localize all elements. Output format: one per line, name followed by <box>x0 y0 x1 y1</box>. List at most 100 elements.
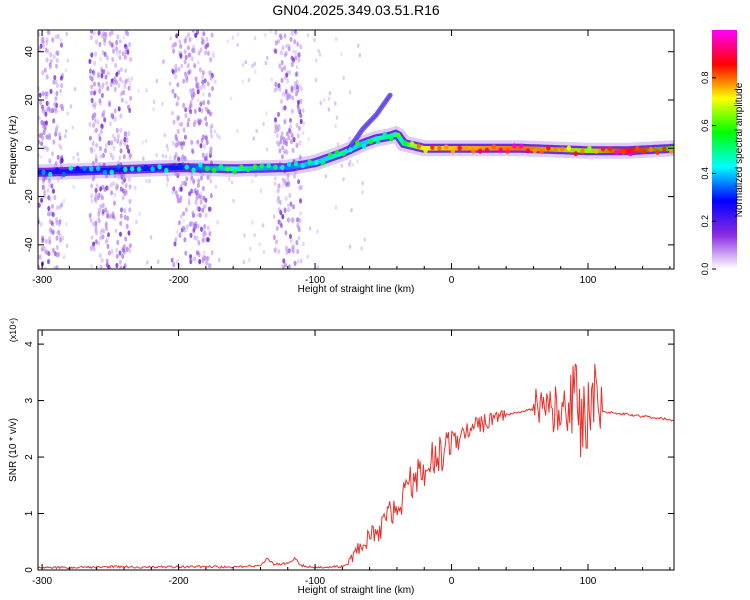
ridge-blob <box>280 164 285 170</box>
noise-speckle <box>290 217 294 223</box>
noise-speckle <box>55 124 59 130</box>
noise-speckle <box>176 128 180 134</box>
noise-speckle <box>94 88 97 93</box>
noise-speckle <box>101 202 105 209</box>
noise-speckle <box>204 212 208 218</box>
noise-speckle <box>275 225 279 231</box>
noise-speckle <box>176 198 180 204</box>
noise-speckle <box>115 39 119 46</box>
noise-speckle <box>51 37 55 43</box>
noise-speckle <box>177 156 181 162</box>
noise-speckle <box>105 258 109 264</box>
colorbar-ticks: 0.0 0.2 0.4 0.6 0.8 <box>700 72 716 275</box>
noise-speckle <box>173 241 177 247</box>
noise-speckle <box>306 254 310 259</box>
noise-speckle <box>93 104 97 110</box>
noise-speckle <box>58 219 62 225</box>
noise-speckle <box>107 140 111 146</box>
noise-speckle <box>55 63 58 69</box>
noise-speckle <box>272 214 276 219</box>
noise-speckle <box>206 99 210 105</box>
noise-speckle <box>276 133 279 139</box>
noise-speckle <box>287 127 291 133</box>
noise-speckle <box>202 250 206 255</box>
noise-speckle <box>128 198 132 204</box>
noise-speckle <box>43 185 46 191</box>
noise-speckle <box>278 86 282 92</box>
noise-speckle <box>54 128 58 133</box>
ridge-blob <box>198 162 203 168</box>
noise-speckle <box>127 230 131 236</box>
noise-speckle <box>179 43 183 49</box>
noise-speckle <box>88 68 92 74</box>
noise-speckle <box>161 60 165 65</box>
noise-speckle <box>48 108 52 114</box>
noise-speckle <box>108 100 111 106</box>
noise-speckle <box>207 206 211 212</box>
noise-speckle <box>45 37 49 43</box>
noise-speckle <box>42 120 46 126</box>
noise-speckle <box>41 105 45 111</box>
noise-speckle <box>202 232 206 238</box>
noise-speckle <box>334 205 338 210</box>
noise-speckle <box>203 85 206 90</box>
noise-speckle <box>97 81 101 87</box>
noise-speckle <box>94 221 98 227</box>
noise-speckle <box>278 33 282 39</box>
noise-speckle <box>190 147 194 154</box>
ridge-blob <box>246 167 251 173</box>
noise-speckle <box>171 111 174 116</box>
ridge-blob <box>430 144 435 150</box>
noise-speckle <box>54 127 58 133</box>
noise-speckle <box>93 101 97 108</box>
noise-speckle <box>90 97 94 103</box>
noise-speckle <box>113 192 117 198</box>
noise-speckle <box>51 203 54 209</box>
noise-speckle <box>199 101 203 107</box>
noise-speckle <box>60 83 64 89</box>
noise-speckle <box>108 266 112 269</box>
noise-speckle <box>119 148 123 154</box>
snr-y-label: SNR (10 * v/v) <box>8 418 19 482</box>
noise-speckle <box>285 131 289 137</box>
noise-speckle <box>174 41 177 47</box>
spectrogram-x-axis: -300 -200 -100 0 100 <box>32 30 671 286</box>
noise-speckle <box>40 197 44 203</box>
noise-speckle <box>196 205 200 211</box>
noise-speckle <box>44 111 48 117</box>
noise-speckle <box>361 190 364 195</box>
noise-speckle <box>48 182 52 188</box>
noise-speckle <box>41 237 45 243</box>
snr-y-tick-label: 4 <box>24 341 35 347</box>
noise-speckle <box>286 92 290 98</box>
ridge-blob <box>621 149 626 155</box>
ridge-blob <box>300 163 305 169</box>
noise-speckle <box>42 180 46 186</box>
noise-speckle <box>101 33 105 39</box>
snr-x-tick-label: 0 <box>449 576 455 587</box>
noise-speckle <box>184 107 188 113</box>
noise-speckle <box>97 71 100 78</box>
noise-speckle <box>41 91 45 97</box>
noise-speckle <box>188 52 192 58</box>
noise-speckle <box>200 175 203 181</box>
noise-speckle <box>188 37 192 43</box>
noise-speckle <box>106 185 110 191</box>
noise-speckle <box>204 44 208 50</box>
noise-speckle <box>54 131 58 137</box>
noise-speckle <box>291 49 295 54</box>
noise-speckle <box>185 176 189 182</box>
ridge-blob <box>321 160 326 166</box>
noise-speckle <box>317 48 320 54</box>
noise-speckle <box>196 182 200 189</box>
noise-speckle <box>184 71 187 77</box>
noise-speckle <box>100 66 104 72</box>
noise-speckle <box>57 229 61 235</box>
noise-speckle <box>172 48 176 54</box>
noise-speckle <box>105 226 109 232</box>
noise-speckle <box>201 185 205 192</box>
noise-speckle <box>105 55 109 61</box>
noise-speckle <box>210 133 214 139</box>
noise-speckle <box>207 262 211 269</box>
noise-speckle <box>295 142 299 148</box>
